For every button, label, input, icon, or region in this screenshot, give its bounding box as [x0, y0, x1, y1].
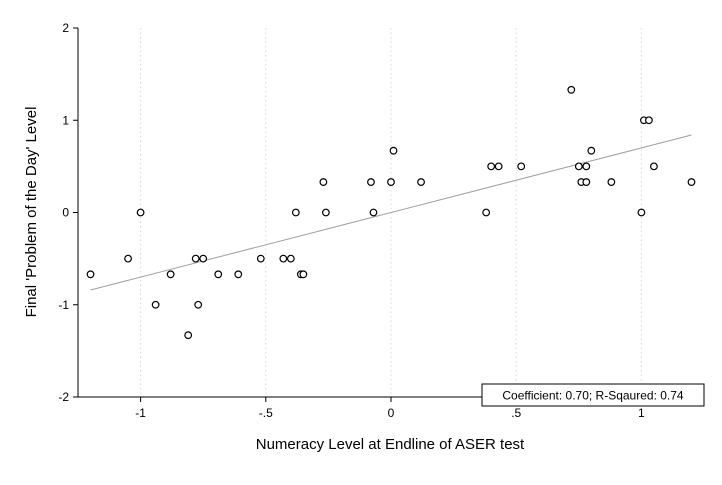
- axes: -2 -1 0 1 2 -1 -.5 0 .5 1: [58, 21, 704, 420]
- data-point: [291, 208, 300, 217]
- data-point: [650, 162, 658, 171]
- data-point: [645, 116, 653, 125]
- data-point: [582, 178, 591, 186]
- y-tick-label-0: -2: [58, 390, 69, 404]
- x-axis-title: Numeracy Level at Endline of ASER test: [256, 436, 525, 453]
- data-point: [191, 254, 200, 263]
- data-point: [321, 208, 330, 217]
- data-point: [517, 162, 526, 171]
- x-tick-label-2: 0: [388, 406, 395, 420]
- data-point: [582, 162, 591, 171]
- data-point: [607, 178, 616, 186]
- annotation-frame: [481, 383, 705, 407]
- y-tick-label-2: 0: [62, 206, 69, 220]
- data-point: [286, 254, 295, 263]
- data-point: [389, 146, 398, 155]
- data-point: [166, 270, 175, 279]
- x-tick-label-3: .5: [511, 406, 521, 420]
- annotation-box: Coefficient: 0.70; R-Sqaured: 0.74: [481, 383, 705, 407]
- data-point: [687, 178, 696, 186]
- data-point: [574, 162, 583, 171]
- annotation-text: Coefficient: 0.70; R-Sqaured: 0.74: [502, 389, 684, 403]
- data-point: [487, 162, 496, 171]
- x-tick-label-4: 1: [638, 406, 645, 420]
- data-point: [299, 270, 308, 279]
- y-tick-label-1: -1: [58, 298, 69, 312]
- data-point: [637, 208, 646, 217]
- data-point: [199, 254, 208, 263]
- x-tick-label-0: -1: [135, 406, 146, 420]
- data-point: [86, 270, 95, 279]
- y-axis-title: Final 'Problem of the Day' Level: [23, 107, 40, 318]
- fit-line: [90, 134, 692, 291]
- data-point: [494, 162, 503, 171]
- data-point: [256, 254, 265, 263]
- data-point: [367, 178, 375, 186]
- data-point: [151, 300, 160, 309]
- data-point: [482, 208, 491, 217]
- data-point: [567, 85, 576, 94]
- fit-line-layer: [90, 134, 692, 291]
- data-point: [587, 146, 596, 155]
- data-point: [124, 254, 132, 263]
- data-points: [86, 85, 696, 340]
- data-point: [234, 270, 243, 279]
- data-point: [369, 208, 378, 217]
- data-point: [136, 208, 145, 217]
- x-tick-label-1: -.5: [259, 406, 273, 420]
- data-point: [319, 178, 328, 186]
- data-point: [194, 300, 203, 309]
- data-point: [184, 331, 193, 340]
- y-tick-label-4: 2: [62, 21, 69, 35]
- data-point: [214, 270, 223, 279]
- data-point: [387, 178, 395, 186]
- data-point: [417, 178, 425, 186]
- y-tick-label-3: 1: [62, 113, 69, 127]
- data-point: [279, 254, 288, 263]
